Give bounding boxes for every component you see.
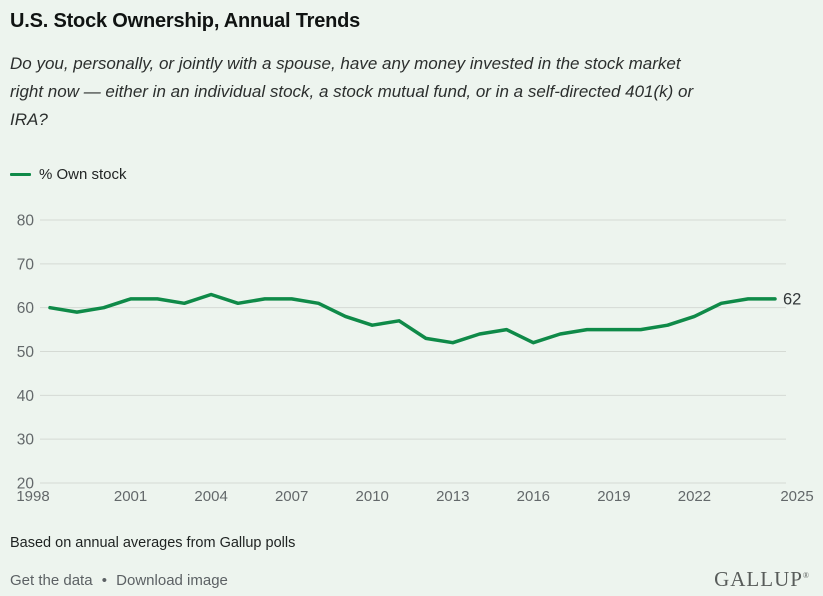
stock-ownership-trend-chart: 20 30 40 50 60 70 80 1998 2001 2004 2007 2010 2013 20… (16, 213, 813, 506)
y-axis-tick-label: 40 (17, 388, 35, 405)
end-value-label: 62 (783, 290, 801, 308)
chart-question: Do you, personally, or jointly with a sp… (10, 50, 693, 134)
x-axis-tick-label: 2022 (678, 488, 711, 505)
gallup-logo: GALLUP® (714, 567, 809, 592)
trend-line (48, 292, 777, 345)
y-axis-tick-label: 50 (17, 344, 35, 361)
x-axis-tick-label: 2007 (275, 488, 308, 505)
link-separator: • (101, 572, 107, 589)
y-axis-tick-label: 80 (17, 213, 35, 230)
y-axis-tick-label: 30 (17, 432, 35, 449)
x-axis-tick-label: 2001 (114, 488, 147, 505)
x-axis-tick-label: 1998 (16, 488, 49, 505)
chart-question-line: right now — either in an individual stoc… (10, 82, 694, 101)
y-axis-tick-label: 20 (17, 476, 35, 493)
registered-mark: ® (802, 571, 809, 580)
x-axis-tick-label: 2025 (780, 488, 813, 505)
get-the-data-link[interactable]: Get the data (10, 572, 93, 589)
chart-question-line: IRA? (10, 110, 48, 129)
footer-links: Get the data • Download image (10, 572, 228, 589)
download-image-link[interactable]: Download image (116, 572, 228, 589)
legend-label: % Own stock (39, 166, 127, 183)
legend-line-swatch (10, 172, 31, 177)
x-axis-tick-label: 2016 (517, 488, 550, 505)
x-axis-tick-label: 2013 (436, 488, 469, 505)
gallup-logo-text: GALLUP (714, 567, 803, 591)
y-axis-tick-label: 60 (17, 300, 35, 317)
source-note: Based on annual averages from Gallup pol… (10, 535, 296, 551)
x-axis-tick-label: 2010 (356, 488, 389, 505)
chart-legend: % Own stock (10, 166, 127, 183)
y-axis-tick-label: 70 (17, 256, 35, 273)
x-axis-tick-label: 2019 (597, 488, 630, 505)
x-axis-tick-label: 2004 (194, 488, 227, 505)
chart-title: U.S. Stock Ownership, Annual Trends (10, 10, 361, 32)
chart-question-line: Do you, personally, or jointly with a sp… (10, 54, 681, 73)
